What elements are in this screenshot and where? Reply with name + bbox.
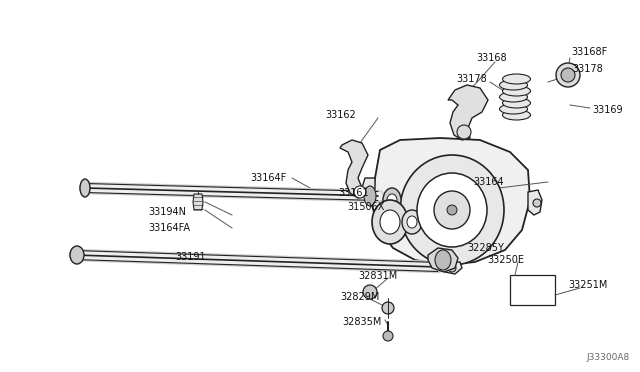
Ellipse shape: [372, 200, 408, 244]
Ellipse shape: [382, 302, 394, 314]
Text: 31506X: 31506X: [347, 202, 385, 212]
Text: 33164: 33164: [473, 177, 504, 187]
Text: 33250E: 33250E: [487, 255, 524, 265]
Polygon shape: [428, 248, 458, 272]
Text: 33168F: 33168F: [571, 47, 607, 57]
Ellipse shape: [380, 210, 400, 234]
Text: 33178: 33178: [456, 74, 487, 84]
Text: 33161: 33161: [338, 188, 369, 198]
Ellipse shape: [561, 68, 575, 82]
Ellipse shape: [407, 216, 417, 228]
Ellipse shape: [556, 63, 580, 87]
Ellipse shape: [457, 125, 471, 139]
Text: 32285Y: 32285Y: [467, 243, 504, 253]
Text: 33191: 33191: [175, 252, 205, 262]
Ellipse shape: [364, 186, 376, 206]
Ellipse shape: [363, 285, 377, 299]
Text: 33164F: 33164F: [250, 173, 286, 183]
Ellipse shape: [499, 104, 527, 114]
Ellipse shape: [502, 110, 531, 120]
Ellipse shape: [502, 98, 531, 108]
Ellipse shape: [354, 186, 366, 198]
Ellipse shape: [499, 92, 527, 102]
Text: 33178: 33178: [572, 64, 603, 74]
Ellipse shape: [499, 80, 527, 90]
Ellipse shape: [383, 188, 401, 212]
Text: 33162: 33162: [325, 110, 356, 120]
Text: 33164FA: 33164FA: [148, 223, 190, 233]
Ellipse shape: [387, 194, 397, 206]
Polygon shape: [528, 190, 542, 215]
Ellipse shape: [363, 188, 371, 196]
Text: 33169: 33169: [592, 105, 623, 115]
Text: 33168: 33168: [477, 53, 508, 63]
Ellipse shape: [400, 155, 504, 265]
Ellipse shape: [435, 250, 451, 270]
Ellipse shape: [80, 179, 90, 197]
Ellipse shape: [383, 331, 393, 341]
Ellipse shape: [417, 173, 487, 247]
Ellipse shape: [434, 191, 470, 229]
Polygon shape: [440, 262, 462, 274]
Text: 33194N: 33194N: [148, 207, 186, 217]
Ellipse shape: [447, 205, 457, 215]
Polygon shape: [372, 138, 530, 265]
Ellipse shape: [502, 86, 531, 96]
Ellipse shape: [533, 199, 541, 207]
Ellipse shape: [402, 210, 422, 234]
Text: 32831M: 32831M: [358, 271, 397, 281]
Polygon shape: [362, 178, 375, 205]
Polygon shape: [193, 194, 203, 210]
Polygon shape: [448, 85, 488, 140]
Text: 32835M: 32835M: [342, 317, 381, 327]
Text: 33251M: 33251M: [568, 280, 607, 290]
Ellipse shape: [502, 74, 531, 84]
Text: J33300A8: J33300A8: [587, 353, 630, 362]
Ellipse shape: [70, 246, 84, 264]
Polygon shape: [340, 140, 368, 198]
Text: 32829M: 32829M: [340, 292, 380, 302]
Ellipse shape: [448, 264, 456, 272]
